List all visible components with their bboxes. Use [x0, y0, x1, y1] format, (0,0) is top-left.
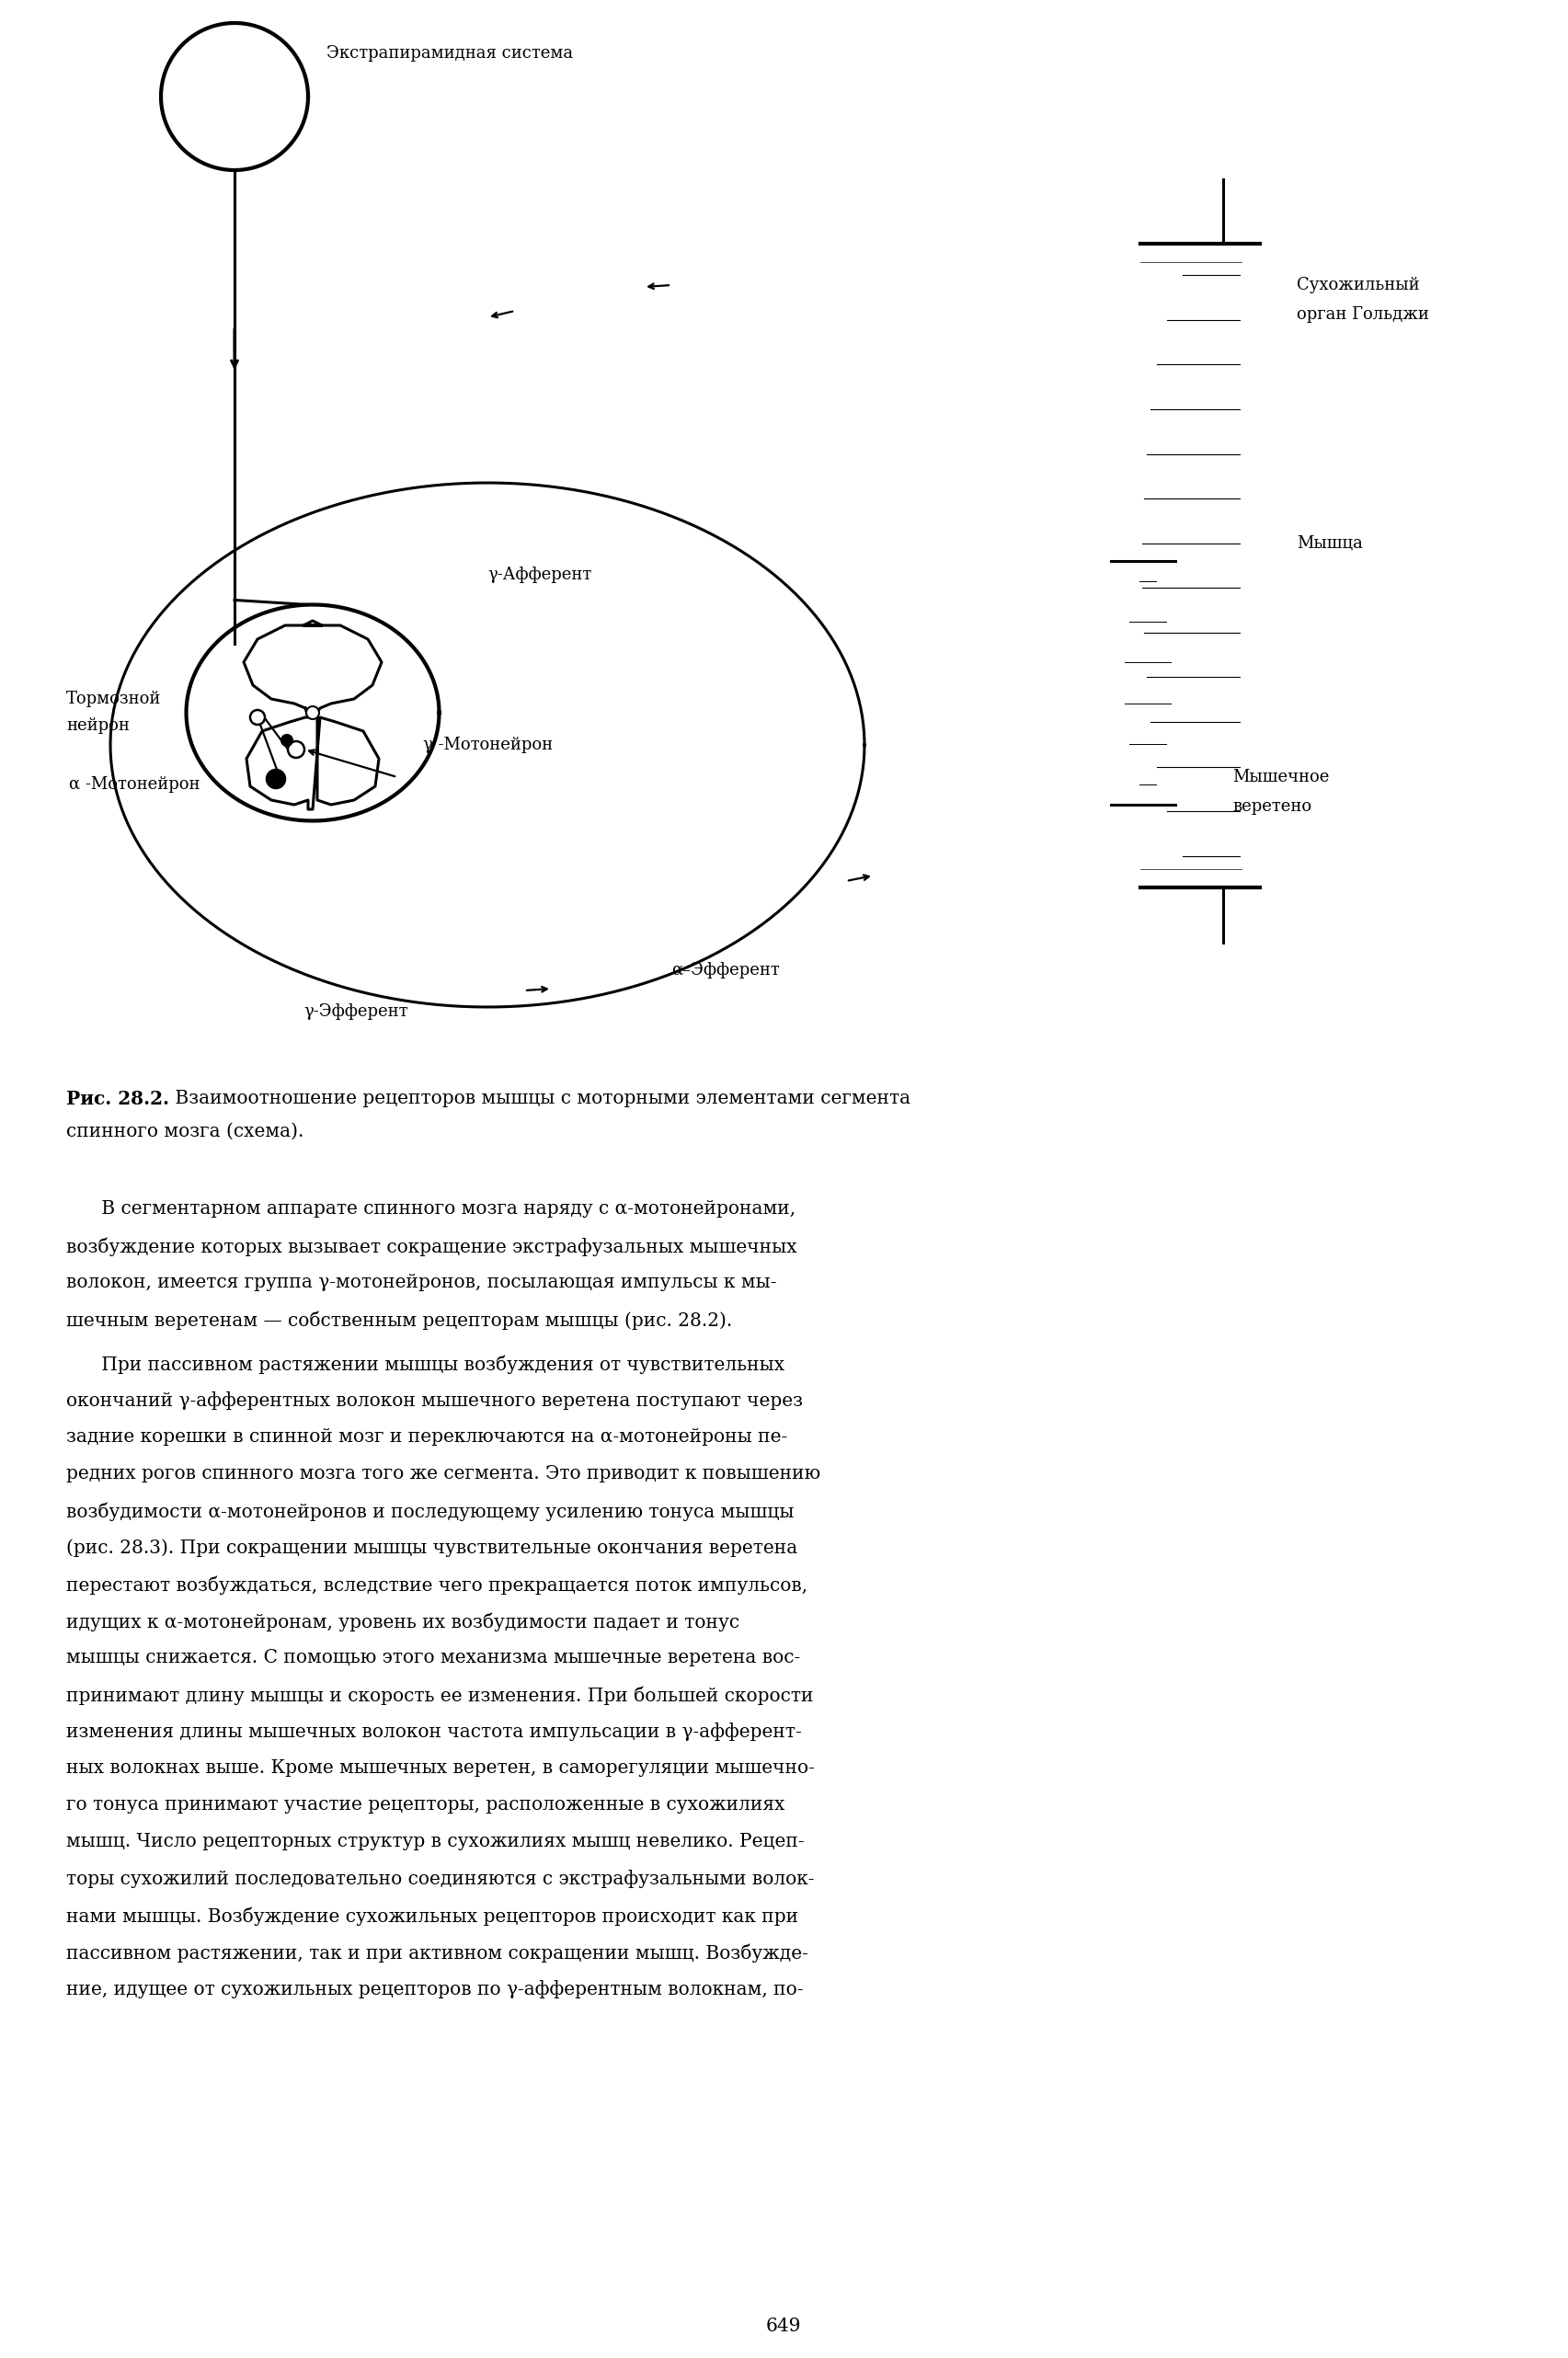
Text: окончаний γ-афферентных волокон мышечного веретена поступают через: окончаний γ-афферентных волокон мышечног…: [66, 1391, 803, 1410]
Text: орган Гольджи: орган Гольджи: [1297, 307, 1428, 323]
Text: γ -Мотонейрон: γ -Мотонейрон: [423, 736, 554, 752]
Text: α -Мотонейрон: α -Мотонейрон: [69, 776, 201, 792]
Text: нами мышцы. Возбуждение сухожильных рецепторов происходит как при: нами мышцы. Возбуждение сухожильных реце…: [66, 1908, 798, 1924]
Text: возбудимости α-мотонейронов и последующему усилению тонуса мышцы: возбудимости α-мотонейронов и последующе…: [66, 1502, 793, 1521]
Text: спинного мозга (схема).: спинного мозга (схема).: [66, 1122, 304, 1141]
Text: ных волокнах выше. Кроме мышечных веретен, в саморегуляции мышечно-: ных волокнах выше. Кроме мышечных верете…: [66, 1759, 815, 1778]
Text: (рис. 28.3). При сокращении мышцы чувствительные окончания веретена: (рис. 28.3). При сокращении мышцы чувств…: [66, 1537, 798, 1556]
Text: изменения длины мышечных волокон частота импульсации в γ-афферент-: изменения длины мышечных волокон частота…: [66, 1721, 801, 1740]
Text: нейрон: нейрон: [66, 717, 130, 733]
Text: мышц. Число рецепторных структур в сухожилиях мышц невелико. Рецеп-: мышц. Число рецепторных структур в сухож…: [66, 1832, 804, 1851]
Text: пассивном растяжении, так и при активном сокращении мышц. Возбужде-: пассивном растяжении, так и при активном…: [66, 1943, 808, 1962]
Text: Рис. 28.2.: Рис. 28.2.: [66, 1089, 169, 1108]
Circle shape: [289, 740, 304, 757]
Text: α–Эфферент: α–Эфферент: [671, 962, 779, 979]
Text: Взаимоотношение рецепторов мышцы с моторными элементами сегмента: Взаимоотношение рецепторов мышцы с мотор…: [169, 1089, 911, 1108]
Text: задние корешки в спинной мозг и переключаются на α-мотонейроны пе-: задние корешки в спинной мозг и переключ…: [66, 1429, 787, 1445]
Text: волокон, имеется группа γ-мотонейронов, посылающая импульсы к мы-: волокон, имеется группа γ-мотонейронов, …: [66, 1273, 776, 1292]
Text: идущих к α-мотонейронам, уровень их возбудимости падает и тонус: идущих к α-мотонейронам, уровень их возб…: [66, 1613, 740, 1632]
Text: мышцы снижается. С помощью этого механизма мышечные веретена вос-: мышцы снижается. С помощью этого механиз…: [66, 1648, 800, 1667]
Text: торы сухожилий последовательно соединяются с экстрафузальными волок-: торы сухожилий последовательно соединяют…: [66, 1870, 814, 1889]
Text: В сегментарном аппарате спинного мозга наряду с α-мотонейронами,: В сегментарном аппарате спинного мозга н…: [66, 1200, 795, 1217]
Text: Тормозной: Тормозной: [66, 691, 162, 707]
Text: При пассивном растяжении мышцы возбуждения от чувствительных: При пассивном растяжении мышцы возбужден…: [66, 1353, 784, 1372]
Text: γ-Афферент: γ-Афферент: [488, 566, 591, 582]
Circle shape: [281, 736, 293, 745]
Text: шечным веретенам — собственным рецепторам мышцы (рис. 28.2).: шечным веретенам — собственным рецептора…: [66, 1311, 732, 1330]
Text: ние, идущее от сухожильных рецепторов по γ-афферентным волокнам, по-: ние, идущее от сухожильных рецепторов по…: [66, 1981, 803, 2000]
Circle shape: [251, 710, 265, 724]
Text: Мышца: Мышца: [1297, 535, 1363, 552]
Text: 649: 649: [765, 2318, 801, 2334]
Text: Сухожильный: Сухожильный: [1297, 276, 1419, 292]
Text: перестают возбуждаться, вследствие чего прекращается поток импульсов,: перестают возбуждаться, вследствие чего …: [66, 1575, 808, 1594]
Text: Экстрапирамидная система: Экстрапирамидная система: [326, 45, 572, 61]
Text: го тонуса принимают участие рецепторы, расположенные в сухожилиях: го тонуса принимают участие рецепторы, р…: [66, 1797, 786, 1813]
Text: возбуждение которых вызывает сокращение экстрафузальных мышечных: возбуждение которых вызывает сокращение …: [66, 1238, 797, 1257]
Circle shape: [306, 707, 320, 719]
Text: Мышечное: Мышечное: [1232, 769, 1330, 785]
Text: веретено: веретено: [1232, 799, 1311, 816]
Circle shape: [267, 769, 285, 788]
Text: γ-Эфферент: γ-Эфферент: [304, 1005, 408, 1021]
Text: редних рогов спинного мозга того же сегмента. Это приводит к повышению: редних рогов спинного мозга того же сегм…: [66, 1464, 820, 1483]
Text: принимают длину мышцы и скорость ее изменения. При большей скорости: принимают длину мышцы и скорость ее изме…: [66, 1686, 814, 1705]
